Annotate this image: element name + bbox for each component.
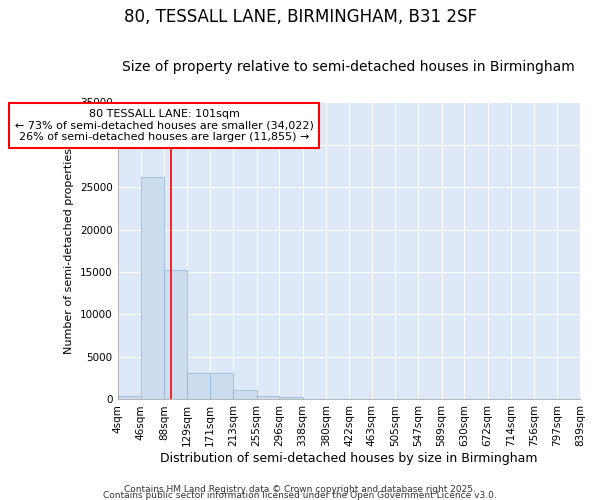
Title: Size of property relative to semi-detached houses in Birmingham: Size of property relative to semi-detach…: [122, 60, 575, 74]
Bar: [141, 177, 164, 400]
Bar: [280, 397, 302, 400]
Bar: [257, 396, 280, 400]
Text: 80 TESSALL LANE: 101sqm
← 73% of semi-detached houses are smaller (34,022)
26% o: 80 TESSALL LANE: 101sqm ← 73% of semi-de…: [15, 109, 314, 142]
Text: Contains HM Land Registry data © Crown copyright and database right 2025.: Contains HM Land Registry data © Crown c…: [124, 484, 476, 494]
Bar: [210, 373, 233, 400]
Bar: [233, 390, 257, 400]
Bar: [164, 270, 187, 400]
Text: Contains public sector information licensed under the Open Government Licence v3: Contains public sector information licen…: [103, 490, 497, 500]
Bar: [118, 396, 141, 400]
Y-axis label: Number of semi-detached properties: Number of semi-detached properties: [64, 148, 74, 354]
Text: 80, TESSALL LANE, BIRMINGHAM, B31 2SF: 80, TESSALL LANE, BIRMINGHAM, B31 2SF: [124, 8, 476, 26]
X-axis label: Distribution of semi-detached houses by size in Birmingham: Distribution of semi-detached houses by …: [160, 452, 538, 465]
Bar: [187, 373, 210, 400]
